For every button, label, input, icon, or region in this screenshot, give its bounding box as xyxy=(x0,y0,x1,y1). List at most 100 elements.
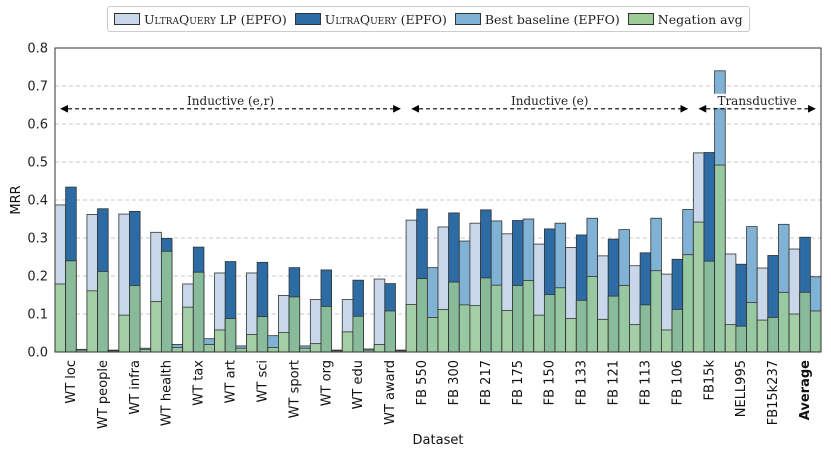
region-label-bg xyxy=(502,93,597,108)
bar-negation-ultraquery xyxy=(224,318,237,353)
x-tick-label: WT art xyxy=(224,360,239,403)
bar-negation-best-baseline xyxy=(746,302,758,353)
bar-negation-ultraquery xyxy=(448,281,460,353)
x-tick-label: FB 217 xyxy=(479,360,494,405)
bar-negation-ultraquery xyxy=(480,277,492,353)
bar-negation-ultraquery xyxy=(639,304,652,353)
region-label: Inductive (e,r) xyxy=(187,94,274,108)
bar-negation-best-baseline xyxy=(554,287,567,353)
bar-negation-ultraquery-lp xyxy=(597,318,609,353)
annotation-layer: Inductive (e,r) Inductive (e) Transductive xyxy=(60,93,816,113)
bar-negation-ultraquery-lp xyxy=(469,305,481,353)
axes-layer: 0.0 0.1 0.2 0.3 0.4 0.5 0.6 0.7 0.8 WT loc WT peop… xyxy=(9,42,822,448)
bar-negation-ultraquery-lp xyxy=(501,310,513,353)
x-tick-label: FB 113 xyxy=(638,360,653,405)
x-tick-label: FB 300 xyxy=(447,360,462,405)
bar-negation-best-baseline xyxy=(522,280,535,353)
bar-negation-ultraquery-lp xyxy=(565,318,577,353)
bar-negation-ultraquery xyxy=(416,278,428,353)
x-tick-label: WT edu xyxy=(351,360,366,409)
legend-label: Negation avg xyxy=(657,11,743,27)
bar-negation-best-baseline xyxy=(778,291,790,353)
legend-item-ultraquery-lp: UltraQuery LP (EPFO) xyxy=(114,12,287,27)
bar-negation-ultraquery-lp xyxy=(150,301,162,353)
bar-negation-ultraquery-lp xyxy=(661,329,673,353)
bar-negation-best-baseline xyxy=(458,304,471,353)
bar-negation-ultraquery xyxy=(735,325,747,353)
bar-negation-ultraquery-lp xyxy=(788,313,801,353)
bar-ultraquery-lp xyxy=(373,278,386,353)
bar-negation-ultraquery xyxy=(192,271,205,353)
bar-negation-ultraquery-lp xyxy=(86,290,98,353)
legend-label-prefix: UltraQuery xyxy=(324,11,397,27)
x-tick-label: WT tax xyxy=(192,360,207,406)
bar-negation-ultraquery xyxy=(97,271,109,353)
y-tick-label: 0.6 xyxy=(27,118,48,133)
x-tick-label: WT sport xyxy=(287,360,302,418)
x-tick-label: FB15k237 xyxy=(766,360,781,425)
y-tick-label: 0.8 xyxy=(27,42,48,57)
bar-negation-ultraquery xyxy=(256,316,269,353)
region-label-bg xyxy=(177,93,285,108)
bar-negation-ultraquery xyxy=(607,295,620,353)
x-tick-label: FB 175 xyxy=(511,360,526,405)
bar-negation-ultraquery-lp xyxy=(533,314,545,353)
bar-negation-best-baseline xyxy=(267,347,279,353)
x-tick-label: FB 550 xyxy=(415,360,430,405)
legend-label: Best baseline (EPFO) xyxy=(484,11,620,27)
legend-item-best-baseline: Best baseline (EPFO) xyxy=(454,11,620,27)
bar-negation-ultraquery-lp xyxy=(118,314,130,353)
y-tick-label: 0.0 xyxy=(27,346,48,361)
bar-negation-ultraquery-lp xyxy=(341,331,354,353)
bar-negation-best-baseline xyxy=(682,254,694,353)
bar-negation-ultraquery xyxy=(575,299,588,353)
y-tick-label: 0.2 xyxy=(27,270,48,285)
x-tick-label: FB15k xyxy=(702,360,717,401)
bar-negation-best-baseline xyxy=(650,270,662,353)
x-tick-label: FB 121 xyxy=(607,360,622,405)
x-tick-label: FB 133 xyxy=(575,360,590,405)
bar-negation-ultraquery-lp xyxy=(724,324,737,353)
legend-item-ultraquery: UltraQuery (EPFO) xyxy=(294,11,447,27)
y-tick-label: 0.7 xyxy=(27,80,48,95)
y-tick-label: 0.3 xyxy=(27,232,48,247)
bar-negation-ultraquery xyxy=(512,285,524,353)
bar-negation-ultraquery-lp xyxy=(756,319,769,353)
bar-negation-ultraquery-lp xyxy=(629,324,641,353)
bar-negation-best-baseline xyxy=(235,347,247,353)
bar-negation-ultraquery xyxy=(767,317,779,353)
legend-item-negation-avg: Negation avg xyxy=(627,11,743,27)
bar-negation-ultraquery xyxy=(384,310,396,353)
bar-negation-ultraquery xyxy=(129,285,141,353)
x-tick-label: WT health xyxy=(160,360,175,426)
bar-negation-ultraquery xyxy=(799,291,811,353)
bar-negation-best-baseline xyxy=(714,164,726,353)
x-tick-label: WT infra xyxy=(128,360,143,415)
bar-negation-best-baseline xyxy=(618,285,630,353)
x-tick-label: FB 106 xyxy=(670,360,685,405)
y-tick-label: 0.1 xyxy=(27,308,48,323)
bar-negation-best-baseline xyxy=(299,347,311,353)
y-tick-label: 0.5 xyxy=(27,156,48,171)
x-tick-label: FB 150 xyxy=(543,360,558,405)
x-tick-label: WT loc xyxy=(64,360,79,404)
legend-swatch-negation-avg xyxy=(627,13,654,25)
x-tick-label: WT sci xyxy=(255,360,270,402)
bar-negation-ultraquery xyxy=(352,315,364,353)
bar-negation-ultraquery-lp xyxy=(182,306,194,353)
region-label: Transductive xyxy=(717,94,796,108)
y-tick-label: 0.4 xyxy=(27,194,48,209)
x-tick-label: WT org xyxy=(319,360,334,406)
bar-negation-ultraquery-lp xyxy=(278,332,290,353)
x-axis-label: Dataset xyxy=(413,433,464,448)
bar-negation-ultraquery xyxy=(543,294,556,353)
region-label-bg xyxy=(713,93,801,108)
bar-negation-ultraquery xyxy=(320,305,333,353)
chart-legend: UltraQuery LP (EPFO) UltraQuery (EPFO) B… xyxy=(107,6,750,32)
legend-label-suffix: LP (EPFO) xyxy=(215,11,287,27)
bar-negation-ultraquery-lp xyxy=(246,334,258,353)
legend-swatch-best-baseline xyxy=(454,13,481,25)
x-tick-label: Average xyxy=(798,360,813,420)
bar-negation-best-baseline xyxy=(586,275,598,353)
bars-layer xyxy=(54,70,822,353)
